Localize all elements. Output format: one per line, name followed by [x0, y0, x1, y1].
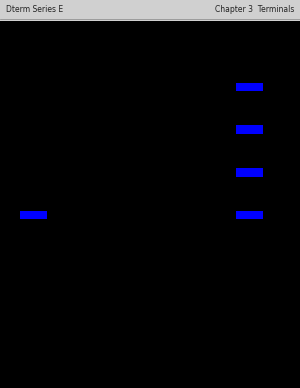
FancyBboxPatch shape — [236, 83, 262, 91]
FancyBboxPatch shape — [20, 211, 46, 219]
Text: Dterm Series E: Dterm Series E — [6, 5, 63, 14]
Text: Chapter 3  Terminals: Chapter 3 Terminals — [214, 5, 294, 14]
FancyBboxPatch shape — [236, 125, 262, 134]
FancyBboxPatch shape — [0, 0, 300, 21]
FancyBboxPatch shape — [236, 211, 262, 219]
FancyBboxPatch shape — [236, 168, 262, 177]
